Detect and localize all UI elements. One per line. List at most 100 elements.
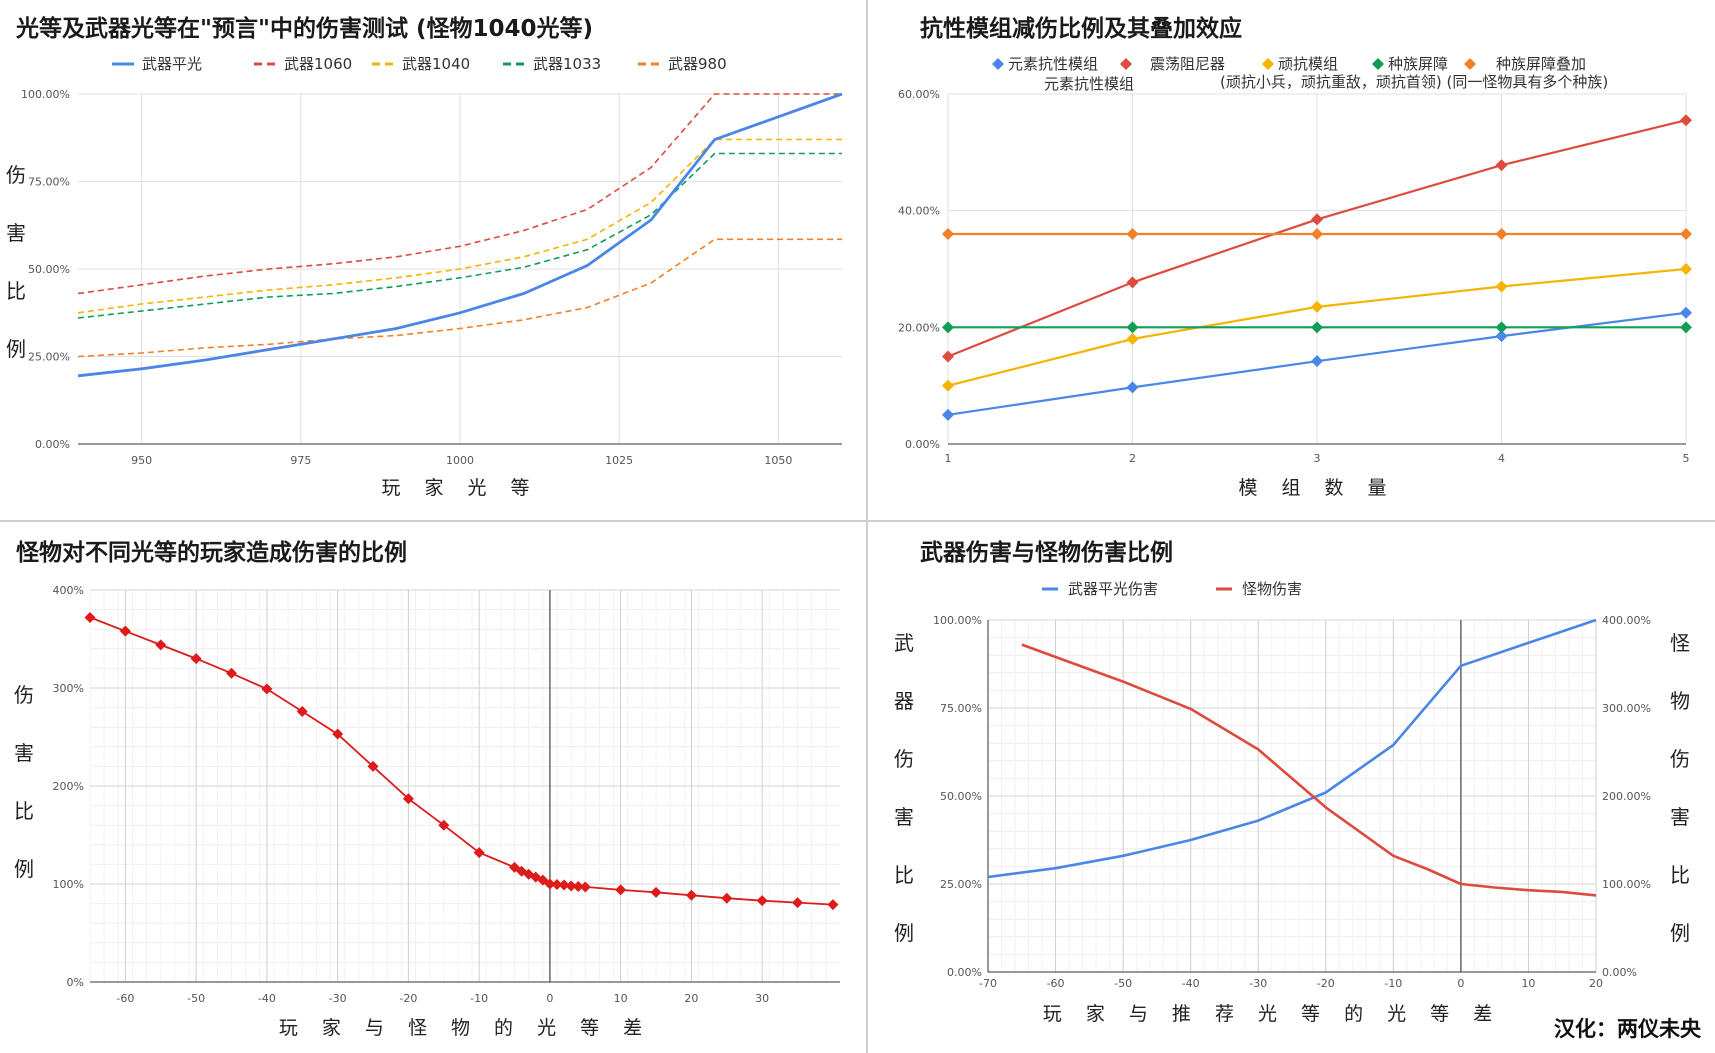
- y-right-tick-label: 100.00%: [1602, 878, 1651, 891]
- y-tick-label: 200%: [53, 780, 84, 793]
- x-tick-label: 1025: [605, 454, 633, 467]
- x-tick-label: 950: [131, 454, 152, 467]
- legend-marker: [1464, 58, 1476, 70]
- x-tick-label: 4: [1498, 452, 1505, 465]
- y-right-axis-title-char: 物: [1670, 689, 1690, 713]
- series-line-怪物伤害: [1021, 643, 1597, 897]
- data-point-monster-damage: [565, 880, 577, 892]
- legend-marker: [1372, 58, 1384, 70]
- data-point-monster-damage: [572, 880, 584, 892]
- data-point-顽抗模组: [1126, 333, 1139, 345]
- vertical-divider: [866, 0, 868, 1053]
- data-point-种族屏障: [1126, 321, 1139, 334]
- legend-label: 元素抗性模组: [1008, 55, 1098, 73]
- x-axis-title: 玩 家 光 等: [381, 477, 538, 499]
- data-point-种族屏障叠加: [942, 228, 954, 240]
- data-point-顽抗模组: [1680, 263, 1692, 275]
- legend-marker: [992, 58, 1004, 70]
- y-tick-label: 400%: [53, 584, 84, 597]
- x-tick-label: -20: [1317, 977, 1335, 990]
- legend-label: 武器1040: [402, 55, 470, 73]
- x-tick-label: 0: [1457, 977, 1464, 990]
- data-point-种族屏障叠加: [1311, 228, 1323, 240]
- data-point-元素抗性模组: [942, 408, 954, 421]
- x-tick-label: -40: [1182, 977, 1200, 990]
- y-tick-label: 100%: [53, 878, 84, 891]
- data-point-震荡阻尼器: [1126, 276, 1139, 289]
- legend-label: 武器平光: [142, 55, 202, 73]
- panel-resist-mods: 抗性模组减伤比例及其叠加效应 元素抗性模组 震荡阻尼器 顽抗模组 种族屏障 种族屏障叠加元…: [868, 0, 1715, 520]
- y-left-tick-label: 0.00%: [947, 966, 982, 979]
- legend-label: 武器980: [668, 55, 727, 73]
- y-left-axis-title-char: 器: [894, 689, 914, 713]
- data-point-种族屏障叠加: [1680, 228, 1692, 240]
- x-tick-label: 975: [290, 454, 311, 467]
- data-point-monster-damage: [558, 879, 570, 891]
- data-point-种族屏障: [942, 321, 954, 334]
- y-left-tick-label: 75.00%: [940, 702, 982, 715]
- data-point-monster-damage: [119, 625, 131, 637]
- data-point-monster-damage: [402, 793, 414, 805]
- data-point-monster-damage: [551, 878, 563, 890]
- horizontal-divider: [0, 520, 1715, 522]
- legend-label: 元素抗性模组: [1044, 75, 1134, 93]
- data-point-monster-damage: [721, 892, 733, 904]
- y-right-tick-label: 300.00%: [1602, 702, 1651, 715]
- x-tick-label: -70: [979, 977, 997, 990]
- data-point-monster-damage: [579, 881, 591, 893]
- data-point-顽抗模组: [942, 379, 954, 392]
- data-point-monster-damage: [332, 728, 344, 740]
- y-right-tick-label: 200.00%: [1602, 790, 1651, 803]
- y-right-axis-title-char: 比: [1670, 863, 1690, 887]
- legend-label: 种族屏障叠加: [1496, 55, 1586, 73]
- chart-title: 光等及武器光等在"预言"中的伤害测试 (怪物1040光等): [15, 15, 593, 42]
- series-line-monster-damage: [89, 616, 833, 906]
- series-line-武器1040: [77, 138, 842, 314]
- data-point-monster-damage: [544, 878, 556, 890]
- data-point-monster-damage: [226, 667, 238, 679]
- x-tick-label: 5: [1683, 452, 1690, 465]
- data-point-monster-damage: [792, 897, 804, 909]
- data-point-元素抗性模组: [1680, 306, 1692, 319]
- panel-monster-damage: 怪物对不同光等的玩家造成伤害的比例 0% 100% 200% 300% 400% -60 -5…: [0, 522, 866, 1053]
- y-axis-title-char: 害: [6, 221, 26, 245]
- credit-text: 汉化：两仪未央: [1554, 1017, 1701, 1041]
- y-left-axis-title-char: 比: [894, 863, 914, 887]
- series-line-武器平光: [77, 92, 843, 378]
- data-point-monster-damage: [756, 895, 768, 907]
- y-tick-label: 60.00%: [898, 88, 940, 101]
- x-tick-label: -60: [116, 992, 134, 1005]
- x-tick-label: -30: [329, 992, 347, 1005]
- data-point-monster-damage: [261, 683, 273, 695]
- y-axis-title-char: 害: [14, 741, 34, 765]
- y-tick-label: 40.00%: [898, 205, 940, 218]
- y-axis-title-char: 例: [14, 857, 34, 881]
- series-line-武器1060: [77, 93, 842, 295]
- y-tick-label: 0.00%: [905, 438, 940, 451]
- data-point-种族屏障: [1311, 321, 1323, 334]
- legend-label: 种族屏障: [1388, 55, 1448, 73]
- x-tick-label: 3: [1314, 452, 1321, 465]
- x-tick-label: -40: [258, 992, 276, 1005]
- x-tick-label: 10: [614, 992, 628, 1005]
- y-right-tick-label: 400.00%: [1602, 614, 1651, 627]
- y-tick-label: 100.00%: [21, 88, 70, 101]
- x-axis-title: 模 组 数 量: [1238, 477, 1395, 499]
- x-tick-label: -50: [1114, 977, 1132, 990]
- y-left-axis-title-char: 伤: [894, 747, 914, 771]
- y-tick-label: 75.00%: [28, 176, 70, 189]
- y-axis-title-char: 伤: [6, 163, 26, 187]
- x-tick-label: 1: [945, 452, 952, 465]
- data-point-monster-damage: [615, 884, 627, 896]
- data-point-monster-damage: [473, 847, 485, 859]
- x-tick-label: 20: [684, 992, 698, 1005]
- legend-label: 顽抗模组: [1278, 55, 1338, 73]
- y-axis-title-char: 例: [6, 337, 26, 361]
- x-tick-label: 10: [1521, 977, 1535, 990]
- data-point-震荡阻尼器: [1680, 114, 1692, 127]
- y-tick-label: 0.00%: [35, 438, 70, 451]
- x-tick-label: -60: [1047, 977, 1065, 990]
- data-point-monster-damage: [367, 760, 379, 772]
- series-line-武器平光伤害: [987, 618, 1597, 879]
